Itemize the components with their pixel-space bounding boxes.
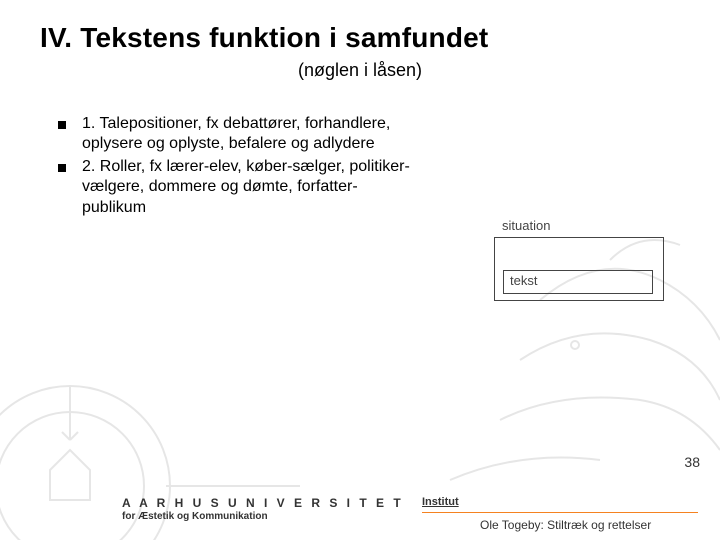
slide-subtitle: (nøglen i låsen) — [0, 60, 720, 81]
list-item: 2. Roller, fx lærer-elev, køber-sælger, … — [58, 157, 418, 218]
diagram-outer-label: situation — [502, 218, 684, 233]
situation-diagram: situation tekst — [494, 218, 684, 301]
bullet-text: 2. Roller, fx lærer-elev, køber-sælger, … — [82, 157, 418, 218]
bullet-icon — [58, 164, 66, 172]
bullet-list: 1. Talepositioner, fx debattører, forhan… — [58, 114, 418, 220]
institut-label: Institut — [422, 496, 459, 508]
page-number: 38 — [684, 454, 700, 470]
bullet-icon — [58, 121, 66, 129]
bullet-text: 1. Talepositioner, fx debattører, forhan… — [82, 114, 418, 155]
diagram-inner-box: tekst — [503, 270, 653, 294]
author-credit: Ole Togeby: Stiltræk og rettelser — [480, 518, 651, 532]
list-item: 1. Talepositioner, fx debattører, forhan… — [58, 114, 418, 155]
footer: A A R H U S U N I V E R S I T E T for Æs… — [122, 496, 702, 522]
university-name: A A R H U S U N I V E R S I T E T — [122, 496, 702, 510]
diagram-inner-label: tekst — [510, 273, 537, 288]
slide-title: IV. Tekstens funktion i samfundet — [40, 22, 720, 54]
diagram-outer-box: tekst — [494, 237, 664, 301]
footer-divider — [422, 512, 698, 513]
slide: IV. Tekstens funktion i samfundet (nøgle… — [0, 0, 720, 540]
